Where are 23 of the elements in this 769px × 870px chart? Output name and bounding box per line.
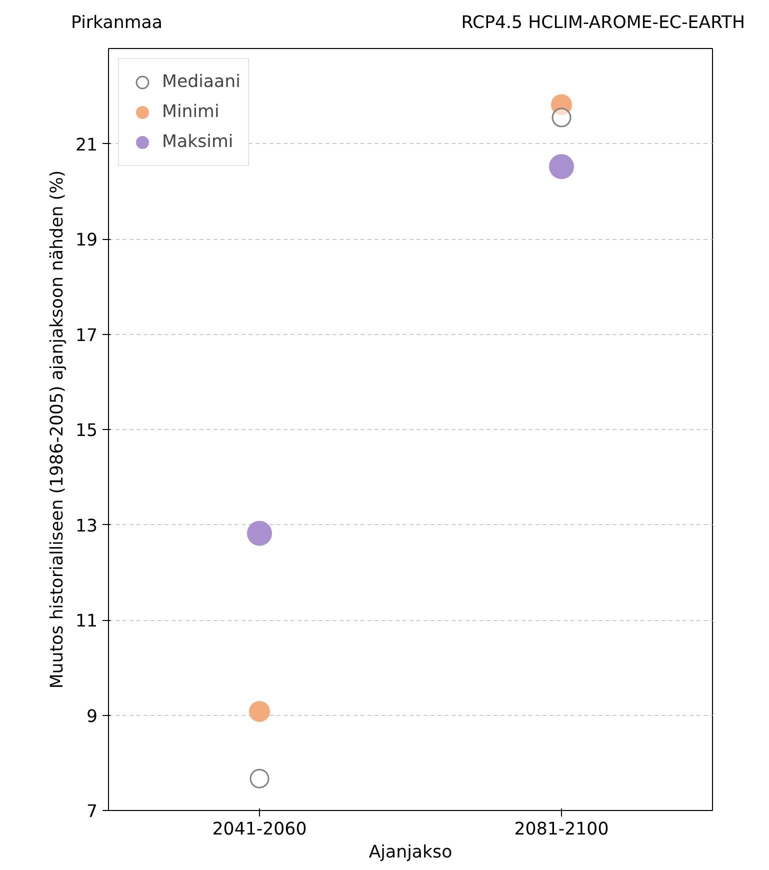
y-tick-label: 9 xyxy=(86,706,98,727)
x-tick-label: 2081-2100 xyxy=(514,820,609,840)
chart-title: Pirkanmaa xyxy=(71,12,162,35)
x-tick-label: 2041-2060 xyxy=(212,820,307,840)
point xyxy=(551,94,572,116)
y-tick-label: 21 xyxy=(75,135,98,156)
y-tick-label: 13 xyxy=(75,516,98,536)
legend-label: Maksimi xyxy=(162,131,234,154)
y-axis-title: Muutos historialliseen (1986-2005) ajanjaksoon nähden (%) xyxy=(47,170,68,689)
y-tick-label: 17 xyxy=(75,326,98,346)
point xyxy=(250,768,270,788)
legend-label: Mediaani xyxy=(162,71,240,94)
x-axis-title: Ajanjakso xyxy=(368,842,452,862)
point xyxy=(249,700,270,722)
legend-label: Minimi xyxy=(162,101,220,124)
y-tick-label: 7 xyxy=(86,802,98,822)
chart-subtitle: RCP4.5 HCLIM-AROME-EC-EARTH xyxy=(461,12,745,35)
y-tick-label: 11 xyxy=(75,612,98,632)
point xyxy=(552,108,572,128)
point xyxy=(247,520,272,546)
y-tick-label: 15 xyxy=(75,421,98,441)
point xyxy=(549,154,574,180)
y-tick-label: 19 xyxy=(75,230,98,250)
